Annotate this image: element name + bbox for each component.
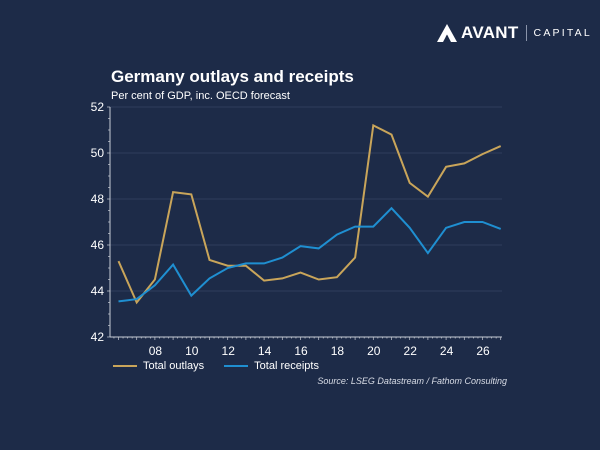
x-tick-label: 22: [404, 344, 418, 358]
y-axis-tick-labels: 42 44 46 48 50 52: [91, 100, 105, 344]
y-tick-label: 48: [91, 192, 105, 206]
x-tick-label: 14: [258, 344, 272, 358]
x-tick-label: 08: [149, 344, 163, 358]
y-tick-label: 46: [91, 238, 105, 252]
axes: [107, 106, 502, 340]
series-lines: [117, 123, 502, 305]
y-tick-label: 52: [91, 100, 105, 114]
chart-subtitle: Per cent of GDP, inc. OECD forecast: [111, 90, 290, 102]
brand-header: AVANT CAPITAL: [437, 22, 592, 44]
legend-item-outlays: Total outlays: [113, 360, 204, 372]
legend-label-outlays: Total outlays: [143, 360, 205, 372]
x-tick-label: 10: [185, 344, 199, 358]
legend-item-receipts: Total receipts: [224, 360, 319, 372]
x-tick-label: 24: [440, 344, 454, 358]
x-tick-label: 12: [222, 344, 236, 358]
x-tick-label: 26: [476, 344, 490, 358]
y-tick-label: 44: [91, 284, 105, 298]
legend-swatch-outlays: [113, 365, 137, 367]
series-line-total-outlays: [117, 123, 502, 305]
brand-subname: CAPITAL: [533, 27, 592, 39]
x-axis-tick-labels: 08 10 12 14 16 18 20 22 24 26: [149, 344, 490, 358]
brand-divider: [525, 25, 527, 41]
x-tick-label: 18: [331, 344, 345, 358]
x-tick-label: 20: [367, 344, 381, 358]
y-tick-label: 42: [91, 330, 105, 344]
legend-swatch-receipts: [224, 365, 249, 367]
avant-mountain-logo-icon: [437, 24, 457, 42]
chart-title: Germany outlays and receipts: [111, 67, 354, 86]
source-note: Source: LSEG Datastream / Fathom Consult…: [317, 376, 507, 386]
series-line-total-receipts: [118, 206, 502, 303]
brand-name: AVANT: [461, 23, 519, 42]
chart-legend: Total outlays Total receipts: [113, 360, 339, 372]
x-tick-label: 16: [294, 344, 308, 358]
gridlines: [110, 106, 502, 292]
legend-label-receipts: Total receipts: [254, 360, 319, 372]
y-tick-label: 50: [91, 146, 105, 160]
